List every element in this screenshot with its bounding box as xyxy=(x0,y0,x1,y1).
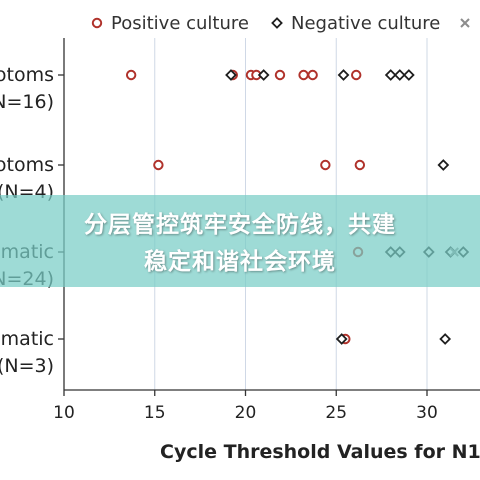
group-label: otoms xyxy=(0,64,54,86)
data-point-positive xyxy=(320,159,331,171)
banner-text-line-2: 稳定和谐社会环境 xyxy=(144,249,336,275)
x-axis-title: Cycle Threshold Values for N1 Tar xyxy=(160,441,480,463)
data-point-negative xyxy=(393,69,406,81)
overlay-banner: 分层管控筑牢安全防线，共建 稳定和谐社会环境 xyxy=(0,195,480,287)
x-tick-label: 15 xyxy=(144,403,166,423)
legend-label: Negative culture xyxy=(291,13,440,34)
data-point-negative xyxy=(402,69,415,81)
x-tick-label: 20 xyxy=(235,403,257,423)
legend-marker xyxy=(91,17,103,29)
group-count-label: (N=3) xyxy=(0,355,54,377)
data-point-negative xyxy=(439,333,452,345)
data-point-positive xyxy=(125,69,137,81)
banner-text-line-1: 分层管控筑牢安全防线，共建 xyxy=(84,212,396,238)
legend-marker xyxy=(460,18,470,28)
group-count-label: N=16) xyxy=(0,91,54,113)
data-point-negative xyxy=(337,69,350,81)
data-point-positive xyxy=(351,69,362,81)
group-label: omatic xyxy=(0,328,54,350)
data-point-positive xyxy=(298,69,309,81)
data-point-positive xyxy=(274,69,286,81)
data-point-positive xyxy=(354,159,366,171)
data-point-negative xyxy=(384,69,397,81)
data-point-positive xyxy=(153,159,164,171)
data-point-negative xyxy=(257,69,270,81)
legend-label: Positive culture xyxy=(111,13,249,34)
legend-marker xyxy=(271,17,283,29)
data-point-negative xyxy=(225,69,237,81)
x-tick-label: 30 xyxy=(416,403,438,423)
x-tick-label: 25 xyxy=(325,403,347,423)
data-point-negative xyxy=(335,333,348,345)
x-tick-label: 10 xyxy=(53,403,75,423)
data-point-positive xyxy=(307,69,318,81)
group-label: otoms xyxy=(0,154,54,176)
data-point-negative xyxy=(437,159,450,171)
